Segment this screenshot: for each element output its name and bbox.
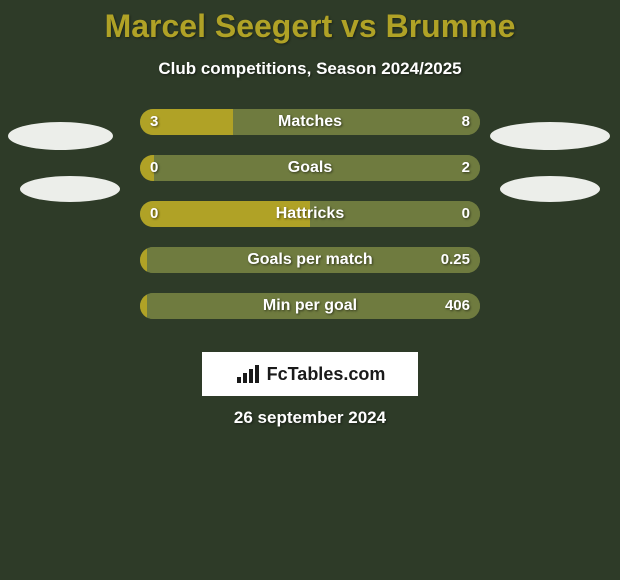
- page-subtitle: Club competitions, Season 2024/2025: [0, 59, 620, 79]
- bar-right: [310, 201, 480, 227]
- logo: FcTables.com: [202, 352, 418, 396]
- stat-row: Min per goal406: [0, 293, 620, 339]
- bar-left: [140, 293, 147, 319]
- stat-row: Hattricks00: [0, 201, 620, 247]
- bar-right: [154, 155, 480, 181]
- bar-track: [140, 109, 480, 135]
- bar-track: [140, 201, 480, 227]
- bar-right: [147, 293, 480, 319]
- bar-track: [140, 247, 480, 273]
- bar-right: [233, 109, 480, 135]
- bar-right: [147, 247, 480, 273]
- bar-left: [140, 109, 233, 135]
- stat-row: Goals per match0.25: [0, 247, 620, 293]
- bar-left: [140, 155, 154, 181]
- date: 26 september 2024: [0, 408, 620, 428]
- bar-left: [140, 247, 147, 273]
- decor-ellipse: [500, 176, 600, 202]
- decor-ellipse: [490, 122, 610, 150]
- decor-ellipse: [8, 122, 113, 150]
- bar-track: [140, 155, 480, 181]
- decor-ellipse: [20, 176, 120, 202]
- bar-left: [140, 201, 310, 227]
- comparison-infographic: Marcel Seegert vs Brumme Club competitio…: [0, 0, 620, 580]
- bar-track: [140, 293, 480, 319]
- page-title: Marcel Seegert vs Brumme: [0, 0, 620, 45]
- bar-chart-icon: [235, 363, 261, 385]
- logo-text: FcTables.com: [267, 364, 386, 385]
